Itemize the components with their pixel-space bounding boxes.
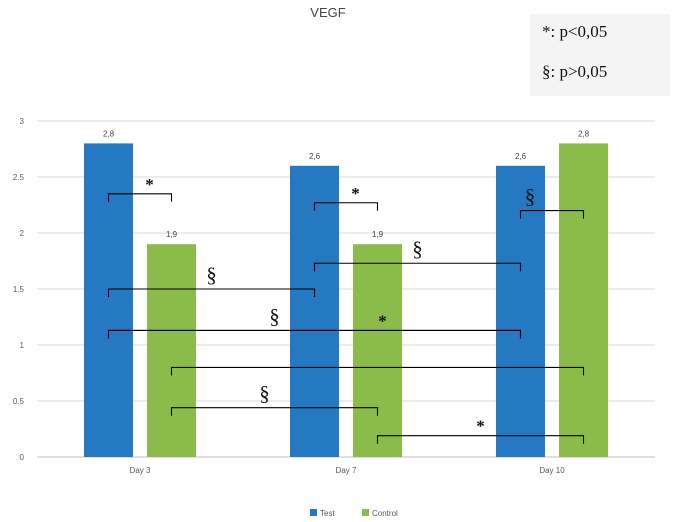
bar-control	[147, 244, 196, 457]
legend-label: Control	[372, 509, 398, 518]
significance-star: *	[351, 184, 360, 203]
legend-label: Test	[320, 509, 335, 518]
comparison-bracket	[313, 202, 379, 211]
significance-section: §	[525, 185, 536, 209]
comparison-bracket	[107, 288, 316, 297]
bar-value-label: 2,6	[515, 152, 527, 161]
legend-swatch-test	[310, 509, 317, 516]
significance-section: §	[206, 263, 217, 287]
significance-key-star: *: p<0,05	[542, 22, 608, 41]
chart-title: VEGF	[310, 5, 345, 20]
bar-control	[353, 244, 402, 457]
bar-test	[496, 165, 545, 458]
comparison-bracket	[170, 407, 379, 416]
bar-value-label: 2,6	[309, 152, 321, 161]
y-tick-label: 2	[20, 229, 25, 238]
significance-star: *	[145, 175, 154, 194]
y-tick-label: 1.5	[13, 285, 25, 294]
y-tick-label: 2.5	[13, 173, 25, 182]
significance-key-section: §: p>0,05	[542, 62, 608, 81]
y-tick-label: 1	[20, 341, 25, 350]
legend-swatch-control	[362, 509, 369, 516]
bar-value-label: 1,9	[166, 230, 178, 239]
comparison-bracket	[313, 262, 522, 272]
comparison-bracket	[107, 193, 173, 202]
bar-control	[559, 143, 608, 457]
significance-star: *	[378, 311, 387, 330]
y-tick-label: 3	[20, 117, 25, 126]
significance-section: §	[259, 382, 270, 406]
x-tick-label: Day 3	[130, 466, 151, 475]
significance-section: §	[412, 237, 423, 261]
bar-value-label: 2,8	[578, 129, 590, 138]
y-tick-label: 0	[20, 453, 25, 462]
x-tick-label: Day 10	[539, 466, 565, 475]
x-tick-label: Day 7	[336, 466, 357, 475]
bar-test	[84, 143, 133, 457]
significance-key-box	[530, 14, 670, 96]
y-tick-label: 0.5	[13, 397, 25, 406]
bar-value-label: 2,8	[103, 129, 115, 138]
comparison-bracket	[519, 210, 585, 219]
comparison-bracket	[107, 329, 522, 339]
bar-value-label: 1,9	[372, 230, 384, 239]
comparison-bracket	[170, 366, 585, 376]
significance-star: *	[476, 417, 485, 436]
significance-section: §	[269, 304, 280, 328]
bar-test	[290, 165, 339, 458]
comparison-bracket	[376, 435, 585, 444]
